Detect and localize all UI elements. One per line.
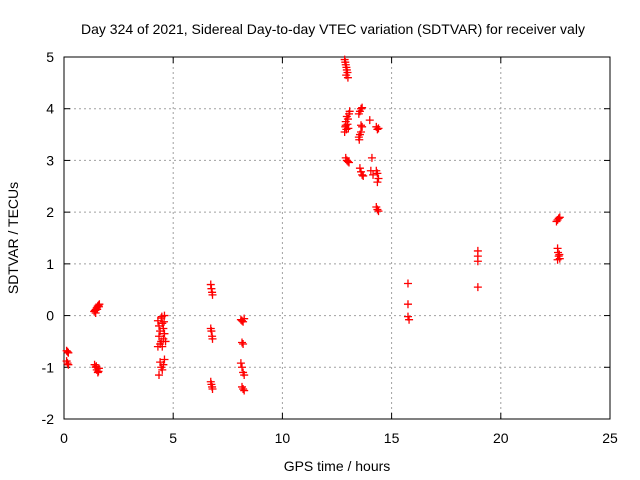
data-point (153, 342, 162, 351)
data-point (555, 213, 564, 222)
data-point (239, 340, 248, 349)
data-point (160, 355, 169, 364)
data-point (555, 250, 564, 259)
data-point (92, 362, 101, 371)
plot-frame (63, 56, 611, 420)
data-point (64, 360, 73, 369)
data-point (405, 315, 414, 324)
x-tick-label: 15 (384, 430, 400, 446)
data-point (239, 385, 248, 394)
y-tick-label: 5 (46, 49, 54, 65)
data-point (237, 338, 246, 347)
data-point (403, 279, 412, 288)
data-point (236, 359, 245, 368)
data-point (158, 319, 167, 328)
data-point (373, 125, 382, 134)
x-tick-label: 5 (169, 430, 177, 446)
data-point (357, 127, 366, 136)
y-tick-label: -1 (42, 359, 55, 375)
data-point (158, 365, 167, 374)
data-point (93, 368, 102, 377)
data-point (374, 207, 383, 216)
x-tick-label: 0 (60, 430, 68, 446)
data-point (343, 157, 352, 166)
data-point (155, 332, 164, 341)
data-point (159, 360, 168, 369)
data-point (373, 178, 382, 187)
data-point (237, 363, 246, 372)
data-point (358, 122, 367, 131)
data-point (373, 169, 382, 178)
data-point (94, 302, 103, 311)
data-point (552, 217, 561, 226)
data-point (374, 124, 383, 133)
data-point (208, 334, 217, 343)
data-points (62, 55, 564, 395)
data-point (373, 205, 382, 214)
grid-lines (64, 57, 610, 419)
data-point (240, 386, 249, 395)
data-point (473, 257, 482, 266)
data-point (63, 359, 72, 368)
data-point (208, 385, 217, 394)
data-point (357, 121, 366, 130)
data-point (342, 71, 351, 80)
data-point (473, 283, 482, 292)
data-point (369, 170, 378, 179)
data-point (342, 125, 351, 134)
data-point (355, 135, 364, 144)
data-point (64, 348, 73, 357)
data-point (155, 371, 164, 380)
y-axis-ticks: -2 -1 0 1 2 3 4 5 (42, 49, 610, 427)
data-point (63, 347, 72, 356)
y-tick-label: 4 (46, 101, 54, 117)
y-tick-label: -2 (42, 411, 55, 427)
y-tick-label: 2 (46, 204, 54, 220)
data-point (207, 284, 216, 293)
data-point (159, 324, 168, 333)
data-point (358, 103, 367, 112)
data-point (91, 308, 100, 317)
data-point (344, 124, 353, 133)
data-point (365, 116, 374, 125)
data-point (355, 164, 364, 173)
x-axis-ticks: 0 5 10 15 20 25 (60, 57, 618, 446)
y-tick-label: 1 (46, 256, 54, 272)
data-point (345, 158, 354, 167)
x-axis-label: GPS time / hours (284, 458, 391, 474)
data-point (358, 170, 367, 179)
y-tick-label: 0 (46, 308, 54, 324)
x-tick-label: 25 (602, 430, 618, 446)
data-point (359, 171, 368, 180)
y-tick-label: 3 (46, 152, 54, 168)
data-point (374, 174, 383, 183)
data-point (240, 314, 249, 323)
data-point (160, 317, 169, 326)
data-point (206, 280, 215, 289)
data-point (357, 104, 366, 113)
chart-title: Day 324 of 2021, Sidereal Day-to-day VTE… (81, 21, 585, 37)
data-point (403, 300, 412, 309)
data-point (207, 327, 216, 336)
data-point (367, 153, 376, 162)
data-point (160, 329, 169, 338)
data-point (157, 312, 166, 321)
data-point (553, 255, 562, 264)
x-tick-label: 20 (493, 430, 509, 446)
data-point (345, 107, 354, 116)
data-point (240, 371, 249, 380)
data-point (94, 367, 103, 376)
data-point (208, 290, 217, 299)
data-point (161, 337, 170, 346)
data-point (343, 115, 352, 124)
x-tick-label: 10 (275, 430, 291, 446)
y-axis-label: SDTVAR / TECUs (5, 182, 21, 294)
